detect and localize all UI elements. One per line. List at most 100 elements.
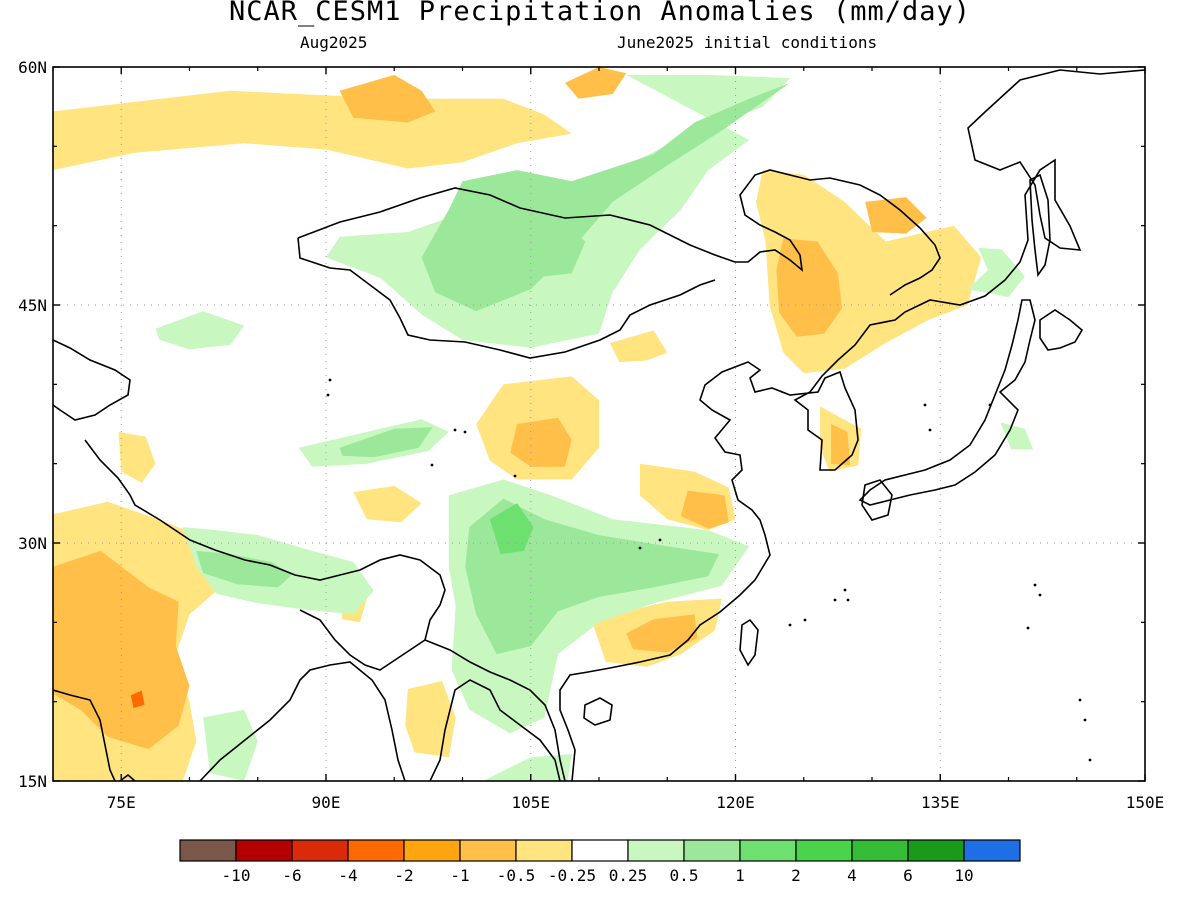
bay-of-bengal-coast	[199, 661, 406, 781]
island-dot	[658, 538, 662, 542]
island-dot	[988, 403, 992, 407]
japan-honshu	[858, 299, 1036, 506]
colorbar-label: -10	[222, 866, 251, 885]
colorbar-swatch	[907, 839, 965, 862]
island-dot	[1088, 758, 1092, 762]
island-dot	[788, 623, 792, 627]
mongolia-border	[297, 169, 941, 296]
island-dot	[328, 378, 332, 382]
lat-tick-label: 45N	[18, 296, 47, 315]
colorbar-swatch	[739, 839, 797, 862]
island-dot	[430, 463, 434, 467]
island-dot	[843, 588, 847, 592]
lat-tick-label: 30N	[18, 534, 47, 553]
island-dot	[326, 393, 330, 397]
anomaly-region-dry	[626, 614, 698, 653]
lat-tick-label: 60N	[18, 58, 47, 77]
anomaly-region-dry	[865, 197, 927, 234]
map-title: NCAR_CESM1 Precipitation Anomalies (mm/d…	[229, 0, 971, 27]
colorbar-swatch	[515, 839, 573, 862]
colorbar-label: -1	[450, 866, 469, 885]
initial-conditions-label: June2025 initial conditions	[617, 33, 878, 52]
lon-tick-label: 75E	[107, 793, 136, 812]
anomaly-region-dry	[564, 67, 627, 99]
colorbar-swatch	[683, 839, 741, 862]
colorbar-swatch	[403, 839, 461, 862]
island-dot	[513, 474, 517, 478]
island-dot	[1078, 698, 1082, 702]
anomaly-region-wet-light	[155, 311, 245, 350]
anomaly-region-wet	[339, 427, 433, 458]
map-plot-area	[53, 67, 1145, 781]
lon-tick-label: 135E	[921, 793, 960, 812]
map-axes: 75E 90E 105E 120E 135E 150E 15N 30N 45N 60N	[18, 58, 1164, 812]
colorbar-label: -0.5	[497, 866, 536, 885]
colorbar-label: -0.25	[548, 866, 596, 885]
anomaly-region-wet-light	[967, 247, 1025, 298]
island-dot	[923, 403, 927, 407]
anomaly-regions	[53, 67, 1034, 781]
anomaly-region-dry	[339, 74, 436, 123]
small-islands	[326, 378, 1092, 762]
island-dot	[833, 598, 837, 602]
island-dot	[1083, 718, 1087, 722]
anomaly-region-dry-light	[353, 485, 422, 523]
india-west-coast	[53, 689, 116, 781]
island-dot	[638, 546, 642, 550]
colorbar-label: -2	[394, 866, 413, 885]
lon-tick-label: 150E	[1126, 793, 1165, 812]
colorbar-labels: -10 -6 -4 -2 -1 -0.5 -0.25 0.25 0.5 1 2 4 6 10	[222, 866, 974, 885]
indochina-coast	[429, 679, 561, 781]
japan-hokkaido	[1039, 309, 1084, 351]
colorbar-label: 0.25	[609, 866, 648, 885]
sakhalin-island	[1029, 173, 1051, 278]
anomaly-region-wet-light	[483, 754, 572, 781]
himalaya-border	[84, 439, 446, 641]
anomaly-region-wet-mid	[489, 503, 534, 555]
map-gridlines	[53, 67, 1145, 781]
lon-tick-label: 120E	[716, 793, 755, 812]
colorbar-label: -4	[338, 866, 357, 885]
japan-kyushu	[861, 479, 893, 521]
island-dot	[463, 430, 467, 434]
anomaly-region-dry-light	[609, 330, 668, 363]
island-dot	[928, 428, 932, 432]
island-dot	[1026, 626, 1030, 630]
anomaly-region-dry	[680, 490, 729, 529]
bangladesh-myanmar-border	[299, 609, 566, 781]
lon-tick-label: 105E	[511, 793, 550, 812]
colorbar-swatch	[179, 839, 237, 862]
colorbar-label: 0.5	[670, 866, 699, 885]
colorbar-label: -6	[282, 866, 301, 885]
anomaly-region-wet	[517, 217, 586, 278]
anomaly-region-wet-light	[1000, 422, 1034, 450]
forecast-month: Aug2025	[300, 33, 368, 52]
colorbar-swatch	[235, 839, 293, 862]
island-dot	[1038, 593, 1042, 597]
colorbar-swatch	[627, 839, 685, 862]
colorbar-label: 2	[791, 866, 801, 885]
lat-tick-label: 15N	[18, 772, 47, 791]
india-region-border	[53, 339, 131, 421]
coastlines-and-borders	[53, 69, 1145, 781]
island-dot	[803, 618, 807, 622]
colorbar-label: 6	[903, 866, 913, 885]
colorbar-label: 10	[954, 866, 973, 885]
anomaly-region-dry-light	[53, 90, 572, 171]
anomaly-region-dry	[831, 424, 851, 466]
colorbar-label: 1	[735, 866, 745, 885]
anomaly-region-dry	[510, 417, 572, 467]
colorbar-swatch	[571, 839, 629, 862]
island-dot	[453, 428, 457, 432]
taiwan-island	[739, 618, 759, 667]
sri-lanka-island	[119, 773, 136, 781]
colorbar-swatch	[459, 839, 517, 862]
island-dot	[1033, 583, 1037, 587]
china-north-border	[297, 237, 716, 359]
hainan-island	[583, 697, 613, 726]
anomaly-region-wet	[196, 550, 292, 588]
lon-tick-label: 90E	[312, 793, 341, 812]
colorbar-swatch	[291, 839, 349, 862]
anomaly-region-wet	[421, 82, 791, 312]
